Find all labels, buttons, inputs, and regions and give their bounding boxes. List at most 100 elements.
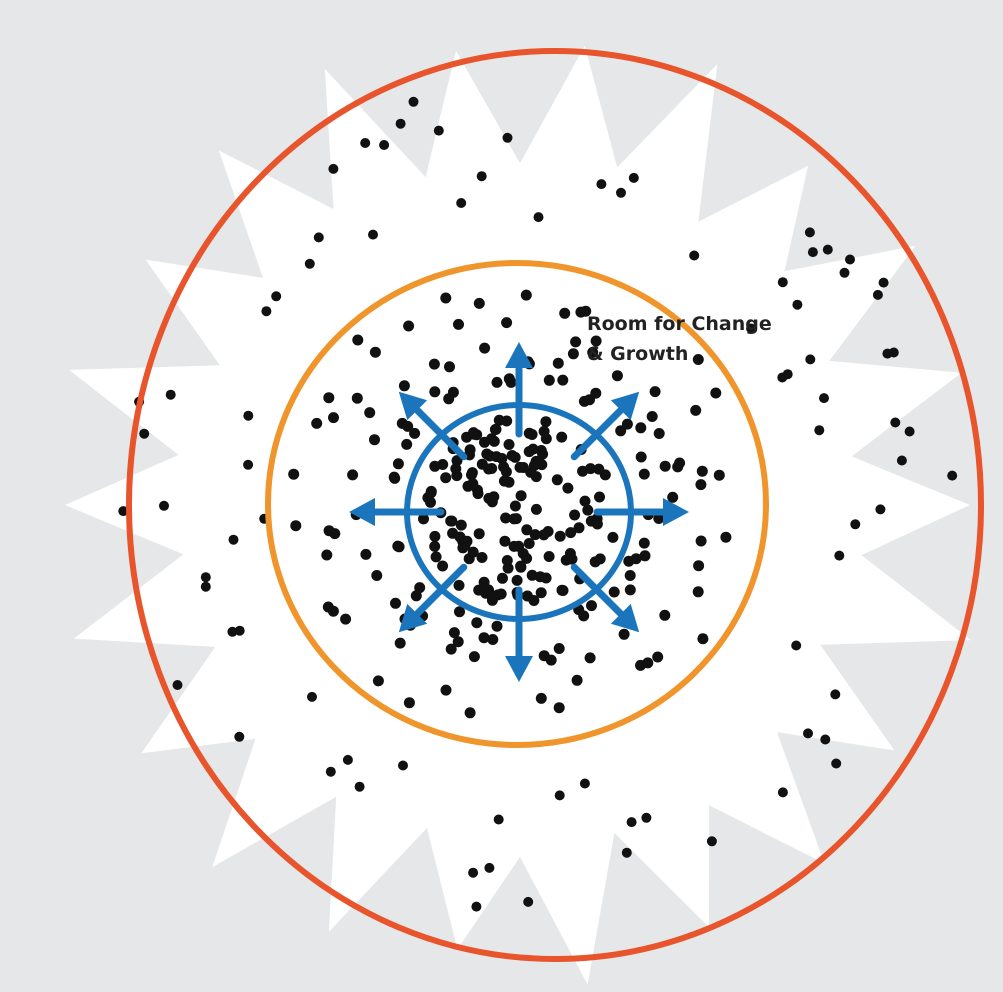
dot — [402, 420, 414, 432]
dot — [896, 455, 907, 466]
dot — [649, 386, 661, 398]
arrow-icon — [505, 586, 533, 682]
dot — [471, 901, 482, 912]
dot — [720, 531, 732, 543]
dot — [578, 610, 590, 622]
dot — [517, 462, 529, 473]
dot — [368, 229, 378, 240]
dot — [451, 470, 463, 482]
dot — [834, 550, 845, 561]
dot — [437, 560, 449, 572]
dot — [290, 520, 302, 532]
dot — [875, 504, 886, 515]
dot — [428, 358, 440, 370]
dot — [454, 606, 465, 618]
dot — [635, 659, 646, 671]
dot — [328, 412, 339, 424]
dot — [501, 415, 513, 427]
dot — [509, 500, 521, 512]
dot — [565, 527, 577, 539]
dot — [448, 627, 460, 639]
dot — [607, 531, 619, 543]
dot — [200, 572, 211, 583]
dot — [819, 393, 829, 404]
dot — [596, 179, 607, 190]
dot — [526, 429, 538, 440]
dot — [409, 427, 421, 439]
dot — [646, 411, 658, 422]
dot — [845, 254, 855, 265]
dot — [573, 522, 585, 534]
dot — [234, 731, 245, 742]
dot — [692, 354, 704, 365]
dot — [850, 519, 861, 530]
dot — [635, 422, 647, 434]
dot — [822, 244, 833, 255]
dot — [839, 267, 850, 278]
dot — [713, 469, 725, 481]
dot — [468, 427, 479, 439]
dot — [904, 426, 915, 437]
dot — [433, 125, 444, 136]
dot — [814, 425, 825, 436]
dot — [624, 584, 636, 596]
dot — [537, 448, 549, 460]
dot — [243, 410, 254, 421]
dot — [777, 277, 788, 288]
dot — [453, 579, 465, 591]
dot — [674, 457, 686, 469]
dot — [556, 431, 568, 443]
dot — [560, 554, 572, 566]
dot — [805, 354, 816, 365]
dot — [476, 552, 488, 563]
dot — [538, 529, 550, 541]
dot — [621, 847, 632, 858]
dot — [586, 600, 597, 612]
dot — [692, 586, 704, 598]
dot — [578, 395, 590, 407]
dot — [659, 609, 671, 621]
dot — [360, 548, 372, 560]
dot — [398, 380, 410, 392]
dot — [659, 460, 671, 472]
dot — [590, 335, 602, 347]
dot — [497, 572, 508, 584]
dot — [523, 896, 534, 907]
dot — [590, 387, 602, 399]
dot — [947, 470, 958, 481]
arrow-icon — [505, 342, 533, 438]
dot — [515, 490, 527, 502]
dot — [696, 465, 708, 477]
dot — [653, 428, 665, 439]
dot — [453, 318, 464, 330]
outer-ring — [126, 48, 984, 962]
dot — [200, 581, 211, 592]
dot — [392, 458, 404, 470]
dot — [500, 466, 512, 478]
dot — [535, 692, 547, 704]
dot — [488, 435, 500, 447]
dot — [369, 346, 381, 358]
dot — [804, 227, 815, 238]
dot — [567, 348, 579, 360]
dot — [521, 524, 533, 536]
dot — [408, 96, 419, 107]
dot — [872, 289, 883, 300]
dot — [540, 572, 552, 584]
dot — [479, 342, 491, 354]
dot — [615, 425, 627, 437]
dot — [878, 277, 889, 288]
middle-ring — [265, 260, 769, 748]
dot — [165, 389, 176, 400]
dot — [473, 297, 485, 309]
dot — [888, 347, 899, 358]
dot — [484, 862, 495, 873]
dot — [468, 867, 479, 878]
dot — [445, 515, 457, 527]
dot — [552, 357, 564, 369]
dot — [307, 691, 317, 702]
dot — [466, 467, 478, 479]
dot — [471, 617, 483, 629]
dot — [398, 760, 408, 771]
label-line-2: & Growth — [587, 343, 688, 365]
